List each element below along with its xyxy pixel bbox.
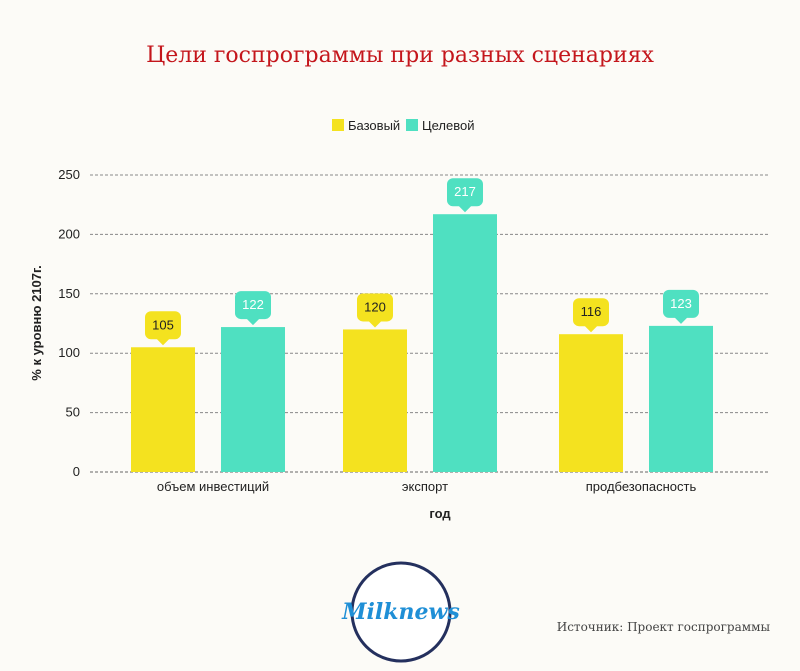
logo-text: Milknews	[341, 599, 460, 625]
data-label: 123	[670, 296, 692, 311]
y-tick-label: 50	[66, 405, 80, 420]
y-tick-label: 0	[73, 464, 80, 479]
data-label-bubble	[357, 293, 393, 328]
bar	[559, 334, 623, 472]
data-label: 217	[454, 184, 476, 199]
milknews-logo: Milknews	[341, 561, 460, 663]
y-tick-label: 150	[58, 286, 80, 301]
x-axis-title: год	[429, 506, 451, 521]
data-label-bubble	[573, 298, 609, 333]
data-label-bubble	[663, 289, 699, 324]
x-tick-label: продбезопасность	[586, 479, 697, 494]
data-label-bubble	[145, 311, 181, 346]
source-note: Источник: Проект госпрограммы	[557, 620, 771, 634]
y-tick-label: 250	[58, 167, 80, 182]
x-tick-label: объем инвестиций	[157, 479, 269, 494]
logo-ring	[350, 561, 452, 663]
y-axis-title: % к уровню 2107г.	[29, 265, 44, 380]
legend-label: Целевой	[422, 118, 474, 133]
legend-label: Базовый	[348, 118, 400, 133]
data-label: 122	[242, 297, 264, 312]
bar	[649, 325, 713, 472]
y-tick-label: 100	[58, 345, 80, 360]
legend-swatch	[332, 119, 344, 131]
bar	[131, 347, 195, 472]
bar	[343, 329, 407, 472]
chart-title: Цели госпрограммы при разных сценариях	[146, 43, 654, 68]
bars: объем инвестиций 105 122 экспорт 120 217 продб…	[131, 178, 713, 494]
data-label-bubble	[447, 178, 483, 213]
legend: Базовый Целевой	[332, 118, 474, 133]
bar	[433, 214, 497, 473]
data-label: 105	[152, 317, 174, 332]
x-tick-label: экспорт	[402, 479, 448, 494]
legend-swatch	[406, 119, 418, 131]
data-label: 120	[364, 299, 386, 314]
y-tick-label: 200	[58, 226, 80, 241]
data-label: 116	[581, 304, 602, 319]
data-label-bubble	[235, 291, 271, 326]
bar	[221, 327, 285, 472]
